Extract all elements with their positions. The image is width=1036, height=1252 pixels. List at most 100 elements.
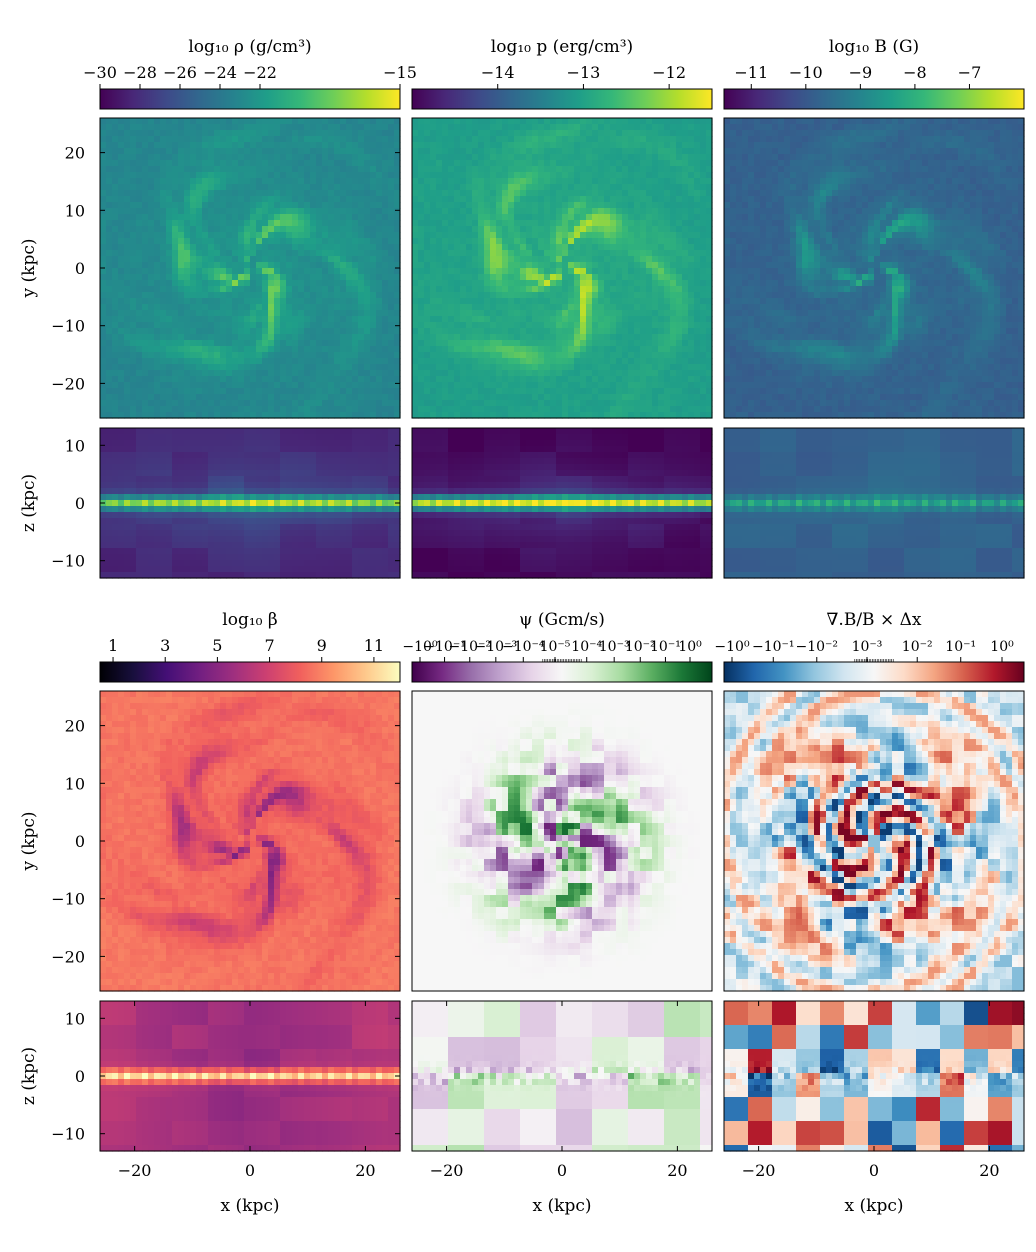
heatmap-cell — [520, 394, 527, 401]
heatmap-cell — [544, 298, 551, 305]
heatmap-cell — [376, 250, 383, 257]
heatmap-cell — [442, 322, 449, 329]
heatmap-cell — [526, 364, 533, 371]
heatmap-cell — [286, 238, 293, 245]
heatmap-cell — [352, 274, 359, 281]
heatmap-cell — [292, 244, 299, 251]
heatmap-cell — [544, 232, 551, 239]
heatmap-cell — [370, 286, 377, 293]
heatmap-cell — [514, 340, 521, 347]
heatmap-cell — [658, 166, 665, 173]
heatmap-cell — [232, 280, 239, 287]
heatmap-cell — [700, 148, 707, 155]
heatmap-cell — [556, 262, 563, 269]
heatmap-cell — [496, 352, 503, 359]
heatmap-cell — [556, 178, 563, 185]
heatmap-cell — [472, 148, 479, 155]
heatmap-cell — [574, 232, 581, 239]
heatmap-cell — [682, 376, 689, 383]
heatmap-cell — [628, 310, 635, 317]
heatmap-cell — [628, 298, 635, 305]
heatmap-cell — [664, 340, 671, 347]
heatmap-cell — [172, 148, 179, 155]
heatmap-cell — [598, 196, 605, 203]
heatmap-cell — [670, 202, 677, 209]
heatmap-cell — [244, 130, 251, 137]
heatmap-cell — [472, 304, 479, 311]
heatmap-cell — [454, 202, 461, 209]
heatmap-cell — [208, 406, 215, 413]
heatmap-cell — [202, 202, 209, 209]
heatmap-cell — [484, 352, 491, 359]
heatmap-cell — [682, 382, 689, 389]
heatmap-cell — [514, 406, 521, 413]
heatmap-cell — [316, 382, 323, 389]
heatmap-cell — [556, 202, 563, 209]
heatmap-cell — [118, 322, 125, 329]
heatmap-cell — [472, 130, 479, 137]
heatmap-cell — [346, 244, 353, 251]
heatmap-cell — [316, 148, 323, 155]
heatmap-cell — [334, 262, 341, 269]
heatmap-cell — [202, 388, 209, 395]
heatmap-cell — [298, 208, 305, 215]
heatmap-cell — [304, 214, 311, 221]
heatmap-cell — [136, 250, 143, 257]
heatmap-cell — [124, 166, 131, 173]
heatmap-cell — [376, 316, 383, 323]
heatmap-cell — [124, 334, 131, 341]
heatmap-cell — [100, 370, 107, 377]
heatmap-cell — [226, 316, 233, 323]
heatmap-cell — [538, 268, 545, 275]
heatmap-cell — [460, 364, 467, 371]
heatmap-cell — [286, 214, 293, 221]
heatmap-cell — [382, 166, 389, 173]
heatmap-cell — [322, 388, 329, 395]
heatmap-cell — [292, 268, 299, 275]
heatmap-cell — [274, 160, 281, 167]
heatmap-cell — [382, 214, 389, 221]
heatmap-cell — [106, 148, 113, 155]
heatmap-cell — [136, 328, 143, 335]
heatmap-cell — [214, 130, 221, 137]
heatmap-cell — [622, 184, 629, 191]
heatmap-cell — [352, 280, 359, 287]
heatmap-cell — [244, 328, 251, 335]
heatmap-cell — [448, 136, 455, 143]
heatmap-cell — [628, 280, 635, 287]
heatmap-cell — [358, 154, 365, 161]
heatmap-cell — [610, 358, 617, 365]
heatmap-cell — [280, 388, 287, 395]
heatmap-cell — [130, 376, 137, 383]
heatmap-cell — [646, 268, 653, 275]
heatmap-cell — [130, 166, 137, 173]
heatmap-cell — [514, 226, 521, 233]
heatmap-cell — [112, 160, 119, 167]
heatmap-cell — [346, 316, 353, 323]
heatmap-cell — [292, 226, 299, 233]
heatmap-cell — [310, 340, 317, 347]
heatmap-cell — [622, 166, 629, 173]
heatmap-cell — [592, 184, 599, 191]
heatmap-cell — [568, 136, 575, 143]
heatmap-cell — [700, 322, 707, 329]
heatmap-cell — [346, 322, 353, 329]
heatmap-cell — [232, 400, 239, 407]
heatmap-cell — [610, 154, 617, 161]
heatmap-cell — [520, 346, 527, 353]
heatmap-cell — [178, 136, 185, 143]
heatmap-cell — [448, 352, 455, 359]
heatmap-cell — [670, 310, 677, 317]
heatmap-cell — [316, 244, 323, 251]
heatmap-cell — [166, 298, 173, 305]
heatmap-cell — [598, 286, 605, 293]
heatmap-cell — [514, 166, 521, 173]
heatmap-cell — [340, 190, 347, 197]
heatmap-cell — [232, 202, 239, 209]
heatmap-cell — [460, 406, 467, 413]
heatmap-cell — [598, 364, 605, 371]
heatmap-cell — [160, 256, 167, 263]
heatmap-cell — [172, 400, 179, 407]
heatmap-cell — [424, 136, 431, 143]
heatmap-cell — [448, 406, 455, 413]
